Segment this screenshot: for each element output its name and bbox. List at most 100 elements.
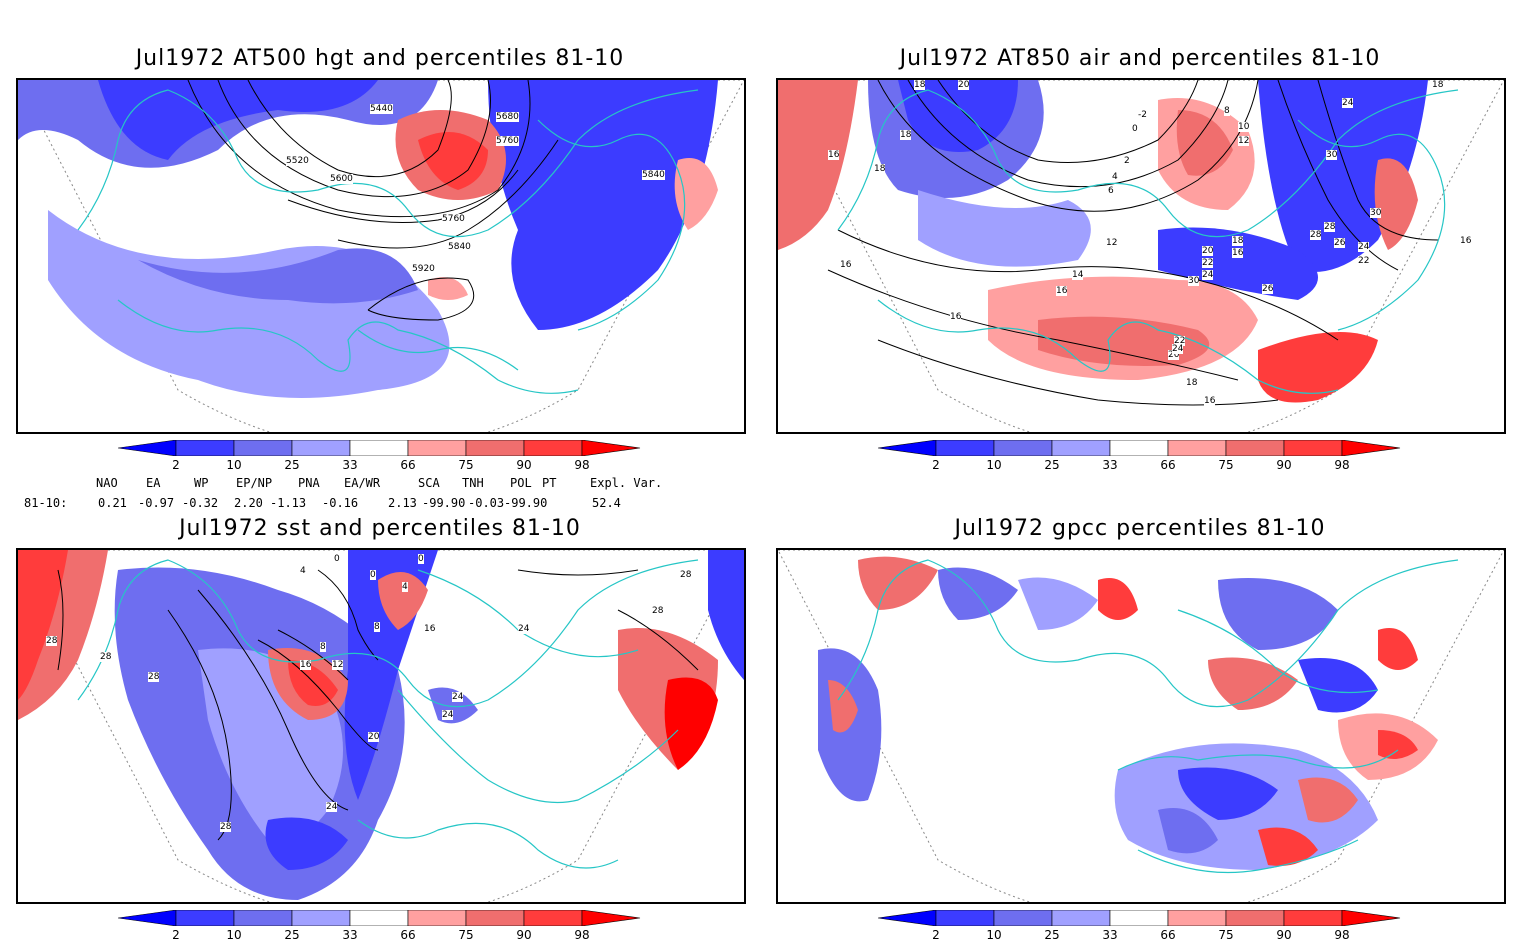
high-anomaly-region (378, 572, 428, 630)
colorbar-tick: 66 (400, 928, 416, 942)
contour-label: 2 (1124, 156, 1130, 166)
contour-label: 24 (1202, 270, 1214, 280)
header-cell: EP/NP (236, 476, 273, 490)
header-cell: POL (510, 476, 532, 490)
contour-label: 5760 (496, 136, 519, 146)
contour-label: 28 (100, 652, 112, 662)
colorbar-tick: 90 (1276, 458, 1292, 472)
contour-label: 16 (840, 260, 852, 270)
map-sst: 28 28 28 0 0 0 4 4 8 8 12 16 16 20 24 24… (16, 548, 746, 904)
contour-label: 5600 (330, 174, 353, 184)
coastlines (837, 559, 1459, 874)
contour-label: 30 (1370, 208, 1382, 218)
contour-label: 22 (1202, 258, 1214, 268)
value-cell: 0.21 (98, 496, 127, 510)
contour-label: 24 (452, 692, 464, 702)
contour-label: 4 (300, 566, 306, 576)
contour-label: 28 (1324, 222, 1336, 232)
contour-label: 20 (368, 732, 380, 742)
low-anomaly-region (918, 190, 1091, 267)
contour-label: 5440 (370, 104, 393, 114)
header-cell: EA (146, 476, 161, 490)
contour-label: 20 (1202, 246, 1214, 256)
value-cell: -0.16 (322, 496, 359, 510)
contour-label: 16 (828, 150, 840, 160)
map-air: 18 20 18 16 18 -2 0 2 4 6 8 10 12 12 14 … (776, 78, 1506, 434)
map-gpcc (776, 548, 1506, 904)
contour-label: 6 (1108, 186, 1114, 196)
high-anomaly-region (778, 80, 858, 250)
contour-label: 28 (220, 822, 232, 832)
contour-label: 4 (1112, 172, 1118, 182)
low-anomaly-region (1158, 227, 1318, 300)
contour-label: 20 (958, 80, 970, 90)
colorbar-tick: 2 (172, 928, 180, 942)
contour-label: 28 (46, 636, 58, 646)
low-anomaly-region (428, 687, 478, 724)
colorbar-tick: 25 (284, 458, 300, 472)
contour-label: 12 (1106, 238, 1118, 248)
colorbar-hgt: 2 10 25 33 66 75 90 98 (117, 439, 648, 480)
contour-label: 16 (1460, 236, 1472, 246)
colorbar-tick: 25 (1044, 458, 1060, 472)
contour-label: 8 (1224, 106, 1230, 116)
header-cell: TNH (462, 476, 484, 490)
map-hgt: 5440 5520 5600 5680 5760 5760 5840 5840 … (16, 78, 746, 434)
contour-label: 0 (1132, 124, 1138, 134)
panel-title-gpcc: Jul1972 gpcc percentiles 81-10 (954, 516, 1326, 541)
colorbar-tick: 10 (986, 928, 1002, 942)
colorbar-tick: 98 (574, 928, 590, 942)
colorbar-tick: 66 (400, 458, 416, 472)
contour-label: 28 (652, 606, 664, 616)
value-cell: -99.90 (422, 496, 466, 510)
low-anomaly-region (265, 817, 348, 870)
sst-contours (57, 569, 699, 841)
contour-label: 5760 (442, 214, 465, 224)
high-anomaly-region (1176, 110, 1233, 176)
value-cell: 2.20 (234, 496, 263, 510)
contour-label: 16 (424, 624, 436, 634)
colorbar-sst: 2 10 25 33 66 75 90 98 (117, 909, 648, 950)
contour-label: 28 (148, 672, 160, 682)
header-cell: Expl. Var. (590, 476, 663, 490)
colorbar-tick: 98 (574, 458, 590, 472)
contour-label: 28 (1310, 230, 1322, 240)
colorbar-tick: 2 (932, 928, 940, 942)
contour-label: 5840 (448, 242, 471, 252)
colorbar-tick: 66 (1160, 928, 1176, 942)
contour-label: 24 (1342, 98, 1354, 108)
geopotential-contours (187, 80, 559, 321)
contour-label: 16 (300, 660, 312, 670)
colorbar-tick: 25 (1044, 928, 1060, 942)
colorbar-tick: 2 (172, 458, 180, 472)
colorbar-tick: 98 (1334, 458, 1350, 472)
high-anomaly-region (1258, 332, 1378, 403)
colorbar-tick: 90 (516, 928, 532, 942)
value-cell: 52.4 (592, 496, 621, 510)
teleconnection-table: NAO EA WP EP/NP PNA EA/WR SCA TNH POL PT… (0, 474, 760, 514)
high-anomaly-region (18, 550, 68, 700)
contour-label: 0 (334, 554, 340, 564)
contour-label: 18 (1432, 80, 1444, 90)
coastlines (837, 89, 1459, 394)
colorbar-tick: 33 (342, 458, 358, 472)
colorbar-swatches (117, 909, 641, 927)
colorbar-tick: 90 (1276, 928, 1292, 942)
contour-label: 4 (402, 582, 408, 592)
colorbar-swatches (877, 909, 1401, 927)
colorbar-swatches (117, 439, 641, 457)
contour-label: 18 (1232, 236, 1244, 246)
header-cell: EA/WR (344, 476, 381, 490)
contour-label: 24 (1172, 344, 1184, 354)
contour-label: 16 (1204, 396, 1216, 406)
value-cell: -1.13 (270, 496, 307, 510)
colorbar-tick: 10 (226, 928, 242, 942)
colorbar-tick: 33 (1102, 928, 1118, 942)
contour-label: 5920 (412, 264, 435, 274)
colorbar-tick: 2 (932, 458, 940, 472)
contour-label: 20 (1168, 350, 1180, 360)
contour-label: 16 (1056, 286, 1068, 296)
colorbar-tick: 75 (458, 928, 474, 942)
high-anomaly-region (1038, 316, 1210, 366)
low-anomaly-region (708, 550, 744, 680)
